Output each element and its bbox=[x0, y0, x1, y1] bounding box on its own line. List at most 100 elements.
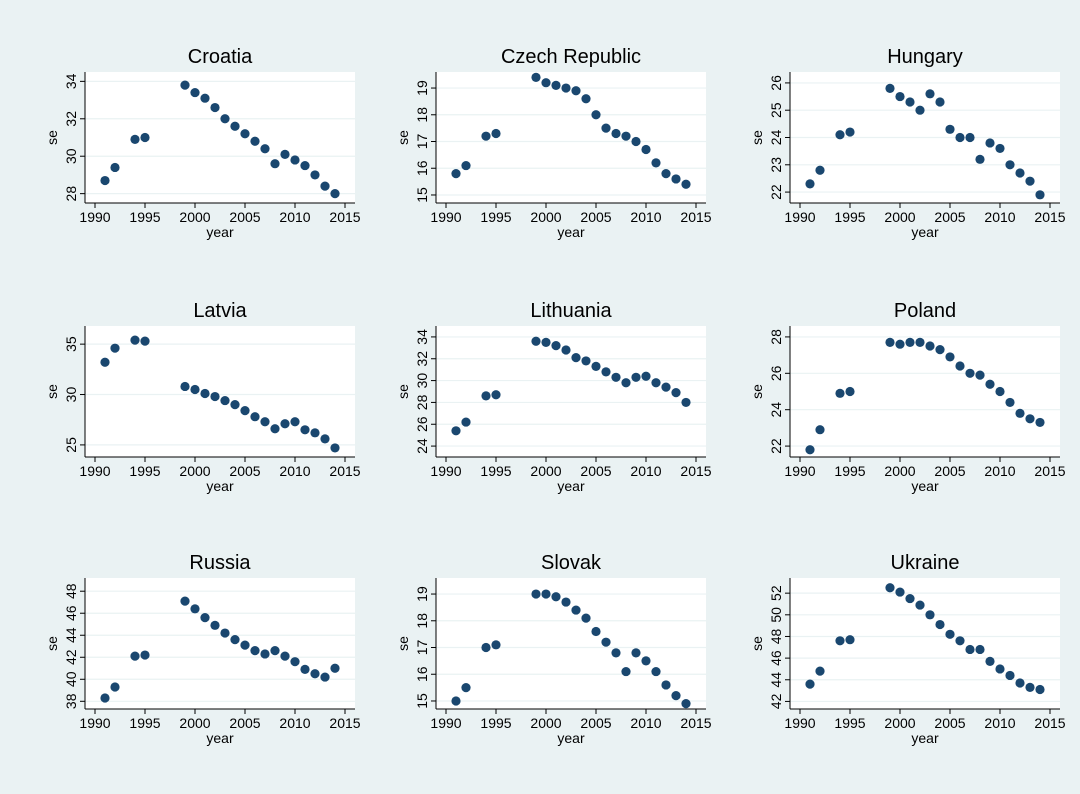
y-tick-label: 46 bbox=[768, 650, 784, 666]
data-point bbox=[270, 424, 280, 434]
data-point bbox=[905, 337, 915, 347]
y-tick-label: 35 bbox=[63, 336, 79, 352]
data-point bbox=[581, 356, 591, 366]
data-point bbox=[985, 379, 995, 389]
x-tick-label: 2000 bbox=[530, 463, 561, 479]
data-point bbox=[935, 97, 945, 107]
x-axis-title: year bbox=[557, 224, 585, 240]
data-point bbox=[130, 134, 140, 144]
data-point bbox=[451, 696, 461, 706]
data-point bbox=[220, 114, 230, 124]
x-tick-label: 2015 bbox=[680, 715, 711, 731]
x-axis-title: year bbox=[557, 478, 585, 494]
data-point bbox=[330, 443, 340, 453]
y-axis-title: se bbox=[749, 130, 765, 145]
data-point bbox=[955, 132, 965, 143]
y-tick-label: 26 bbox=[414, 416, 430, 432]
data-point bbox=[300, 425, 310, 435]
y-tick-label: 15 bbox=[414, 187, 430, 203]
data-point bbox=[290, 657, 300, 667]
data-point bbox=[1025, 176, 1035, 186]
data-point bbox=[451, 168, 461, 179]
x-tick-label: 2000 bbox=[530, 209, 561, 225]
data-point bbox=[320, 672, 330, 682]
data-point bbox=[591, 626, 601, 637]
x-tick-label: 2015 bbox=[329, 715, 360, 731]
x-tick-label: 2010 bbox=[630, 715, 661, 731]
data-point bbox=[461, 683, 471, 693]
data-point bbox=[601, 367, 611, 377]
data-point bbox=[220, 395, 230, 406]
y-tick-label: 48 bbox=[768, 628, 784, 644]
data-point bbox=[955, 636, 965, 646]
panel-title: Latvia bbox=[193, 300, 247, 322]
x-tick-label: 2015 bbox=[1034, 463, 1065, 479]
data-point bbox=[541, 78, 551, 88]
data-point bbox=[895, 91, 905, 102]
data-point bbox=[805, 179, 815, 189]
data-point bbox=[1015, 168, 1025, 178]
plot-area bbox=[436, 578, 706, 709]
x-tick-label: 2005 bbox=[229, 715, 260, 731]
x-tick-label: 2010 bbox=[279, 463, 310, 479]
data-point bbox=[140, 336, 150, 346]
x-tick-label: 1995 bbox=[129, 715, 160, 731]
data-point bbox=[995, 143, 1005, 154]
data-point bbox=[210, 391, 220, 402]
data-point bbox=[945, 352, 955, 362]
plot-area bbox=[790, 326, 1060, 457]
data-point bbox=[651, 378, 661, 388]
x-tick-label: 2005 bbox=[934, 463, 965, 479]
plot-area bbox=[436, 326, 706, 457]
data-point bbox=[885, 83, 895, 93]
panel-czech-republic: Czech Republic 1990 1995 2000 2005 2010 2015 15… bbox=[395, 46, 712, 240]
data-point bbox=[330, 663, 340, 673]
data-point bbox=[651, 158, 661, 168]
data-point bbox=[671, 387, 681, 398]
panel-title: Ukraine bbox=[891, 552, 960, 574]
panel-hungary: Hungary 1990 1995 2000 2005 2010 2015 22 23 24 25 2… bbox=[749, 46, 1066, 240]
data-point bbox=[631, 136, 641, 147]
data-point bbox=[835, 636, 845, 646]
y-tick-label: 15 bbox=[414, 693, 430, 709]
y-tick-label: 48 bbox=[63, 583, 79, 599]
y-tick-label: 42 bbox=[768, 693, 784, 709]
data-point bbox=[611, 648, 621, 658]
y-tick-label: 19 bbox=[414, 586, 430, 602]
data-point bbox=[965, 368, 975, 378]
data-point bbox=[100, 175, 110, 186]
data-point bbox=[845, 127, 855, 137]
plot-area bbox=[85, 72, 355, 203]
y-tick-label: 28 bbox=[414, 394, 430, 410]
data-point bbox=[531, 589, 541, 599]
x-tick-label: 1990 bbox=[79, 463, 110, 479]
data-point bbox=[1025, 414, 1035, 424]
data-point bbox=[1035, 684, 1045, 695]
data-point bbox=[290, 417, 300, 427]
y-tick-label: 28 bbox=[63, 186, 79, 202]
data-point bbox=[815, 165, 825, 175]
data-point bbox=[651, 666, 661, 677]
data-point bbox=[681, 397, 691, 408]
data-point bbox=[845, 635, 855, 645]
data-point bbox=[200, 388, 210, 399]
y-tick-label: 25 bbox=[63, 437, 79, 453]
x-tick-label: 2005 bbox=[580, 209, 611, 225]
data-point bbox=[481, 642, 491, 653]
panel-russia: Russia 1990 1995 2000 2005 2010 2015 38 40 42 44 46… bbox=[44, 552, 361, 746]
data-point bbox=[915, 105, 925, 115]
data-point bbox=[1035, 417, 1045, 428]
panel-title: Hungary bbox=[887, 46, 963, 68]
y-axis-title: se bbox=[395, 636, 411, 651]
x-tick-label: 2000 bbox=[884, 463, 915, 479]
data-point bbox=[290, 155, 300, 165]
x-tick-label: 2000 bbox=[179, 463, 210, 479]
data-point bbox=[671, 691, 681, 701]
data-point bbox=[935, 345, 945, 355]
x-tick-label: 1995 bbox=[129, 209, 160, 225]
x-axis-title: year bbox=[206, 224, 234, 240]
x-tick-label: 2015 bbox=[1034, 209, 1065, 225]
data-point bbox=[591, 110, 601, 120]
x-tick-label: 2010 bbox=[279, 209, 310, 225]
data-point bbox=[110, 343, 120, 353]
